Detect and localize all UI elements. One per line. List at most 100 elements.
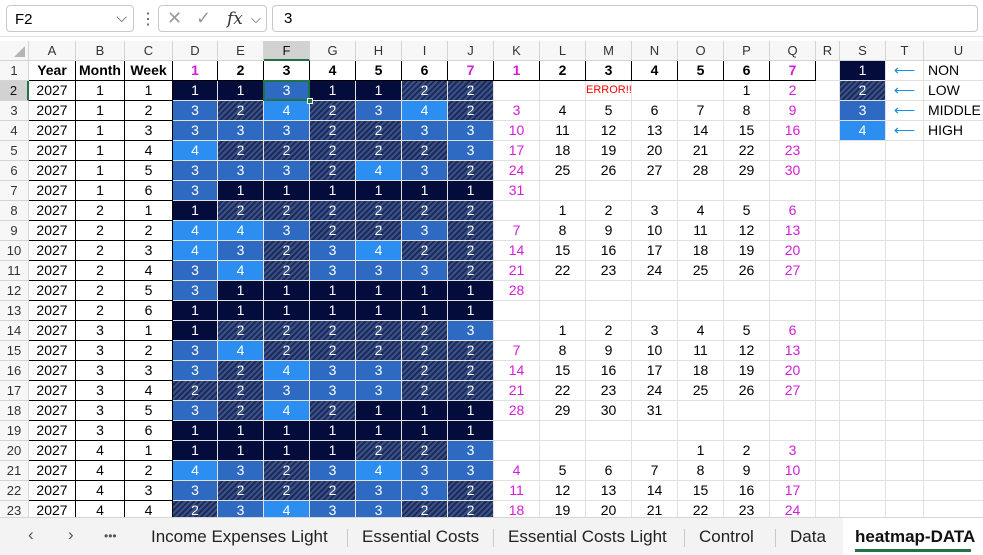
- column-header-h[interactable]: H: [356, 41, 402, 61]
- calendar-day-cell[interactable]: 30: [586, 401, 632, 421]
- month-cell[interactable]: 3: [76, 401, 125, 421]
- row-header-7[interactable]: 7: [0, 181, 29, 201]
- empty-cell[interactable]: [886, 401, 924, 421]
- row-header-19[interactable]: 19: [0, 421, 29, 441]
- heatmap-cell[interactable]: 2: [264, 141, 310, 161]
- calendar-day-cell[interactable]: 22: [540, 381, 586, 401]
- heatmap-cell[interactable]: 3: [356, 381, 402, 401]
- calendar-day-cell[interactable]: 11: [678, 221, 724, 241]
- row-header-17[interactable]: 17: [0, 381, 29, 401]
- empty-cell[interactable]: [924, 221, 983, 241]
- calendar-day-cell[interactable]: [540, 421, 586, 441]
- calendar-day-cell[interactable]: 4: [678, 201, 724, 221]
- heatmap-cell[interactable]: 2: [448, 201, 494, 221]
- calendar-day-cell[interactable]: 10: [770, 461, 816, 481]
- heatmap-cell[interactable]: 1: [264, 301, 310, 321]
- heatmap-cell[interactable]: 2: [310, 221, 356, 241]
- heatmap-cell[interactable]: 3: [264, 81, 310, 101]
- empty-cell[interactable]: [840, 421, 886, 441]
- column-header-p[interactable]: P: [724, 41, 770, 61]
- calendar-day-cell[interactable]: 9: [724, 461, 770, 481]
- calendar-day-cell[interactable]: 27: [770, 261, 816, 281]
- heatmap-cell[interactable]: 2: [264, 321, 310, 341]
- empty-cell[interactable]: [886, 301, 924, 321]
- empty-cell[interactable]: [816, 261, 840, 281]
- heatmap-cell[interactable]: 2: [310, 201, 356, 221]
- calendar-day-cell[interactable]: 14: [494, 241, 540, 261]
- heatmap-cell[interactable]: 1: [310, 81, 356, 101]
- calendar-day-cell[interactable]: [494, 81, 540, 101]
- heatmap-cell[interactable]: 2: [448, 361, 494, 381]
- empty-cell[interactable]: [886, 181, 924, 201]
- calendar-day-cell[interactable]: [724, 181, 770, 201]
- calendar-day-cell[interactable]: [632, 301, 678, 321]
- week-cell[interactable]: 5: [125, 161, 173, 181]
- heatmap-cell[interactable]: 2: [402, 81, 448, 101]
- empty-cell[interactable]: [886, 261, 924, 281]
- calendar-day-cell[interactable]: [724, 281, 770, 301]
- calendar-day-cell[interactable]: 16: [724, 481, 770, 501]
- header-cell[interactable]: 2: [540, 61, 586, 81]
- calendar-day-cell[interactable]: 8: [540, 221, 586, 241]
- row-header-13[interactable]: 13: [0, 301, 29, 321]
- calendar-day-cell[interactable]: [770, 401, 816, 421]
- calendar-day-cell[interactable]: 13: [586, 481, 632, 501]
- calendar-day-cell[interactable]: [770, 421, 816, 441]
- calendar-day-cell[interactable]: [586, 441, 632, 461]
- heatmap-cell[interactable]: 1: [448, 401, 494, 421]
- heatmap-cell[interactable]: 3: [264, 381, 310, 401]
- legend-swatch[interactable]: 2: [840, 81, 886, 101]
- heatmap-cell[interactable]: 2: [218, 321, 264, 341]
- heatmap-cell[interactable]: 1: [264, 181, 310, 201]
- calendar-day-cell[interactable]: [540, 81, 586, 101]
- calendar-day-cell[interactable]: [632, 421, 678, 441]
- calendar-day-cell[interactable]: 15: [540, 241, 586, 261]
- empty-cell[interactable]: [886, 381, 924, 401]
- header-cell[interactable]: 2: [218, 61, 264, 81]
- year-cell[interactable]: 2027: [29, 361, 76, 381]
- calendar-day-cell[interactable]: [540, 281, 586, 301]
- heatmap-cell[interactable]: 4: [173, 141, 218, 161]
- row-header-10[interactable]: 10: [0, 241, 29, 261]
- calendar-day-cell[interactable]: 7: [494, 221, 540, 241]
- empty-cell[interactable]: [924, 441, 983, 461]
- calendar-day-cell[interactable]: 18: [540, 141, 586, 161]
- heatmap-cell[interactable]: 3: [356, 261, 402, 281]
- empty-cell[interactable]: [840, 161, 886, 181]
- month-cell[interactable]: 3: [76, 381, 125, 401]
- calendar-day-cell[interactable]: 11: [494, 481, 540, 501]
- calendar-day-cell[interactable]: [678, 421, 724, 441]
- calendar-day-cell[interactable]: 16: [586, 361, 632, 381]
- heatmap-cell[interactable]: 1: [310, 181, 356, 201]
- calendar-day-cell[interactable]: 13: [770, 341, 816, 361]
- header-cell[interactable]: 4: [310, 61, 356, 81]
- empty-cell[interactable]: [886, 161, 924, 181]
- legend-label[interactable]: LOW: [924, 81, 983, 101]
- legend-swatch[interactable]: 1: [840, 61, 886, 81]
- empty-cell[interactable]: [886, 221, 924, 241]
- sheet-tab-data[interactable]: Data: [778, 518, 834, 555]
- heatmap-cell[interactable]: 1: [356, 81, 402, 101]
- calendar-day-cell[interactable]: 8: [678, 461, 724, 481]
- calendar-day-cell[interactable]: 26: [724, 261, 770, 281]
- calendar-day-cell[interactable]: 10: [632, 341, 678, 361]
- name-box-value[interactable]: F2: [15, 11, 33, 28]
- empty-cell[interactable]: [924, 141, 983, 161]
- week-cell[interactable]: 3: [125, 241, 173, 261]
- column-header-k[interactable]: K: [494, 41, 540, 61]
- heatmap-cell[interactable]: 1: [402, 301, 448, 321]
- calendar-day-cell[interactable]: 24: [632, 381, 678, 401]
- empty-cell[interactable]: [886, 461, 924, 481]
- empty-cell[interactable]: [886, 321, 924, 341]
- month-cell[interactable]: 2: [76, 241, 125, 261]
- heatmap-cell[interactable]: 2: [310, 161, 356, 181]
- heatmap-cell[interactable]: 1: [218, 441, 264, 461]
- month-cell[interactable]: 4: [76, 461, 125, 481]
- empty-cell[interactable]: [816, 201, 840, 221]
- month-cell[interactable]: 2: [76, 201, 125, 221]
- calendar-day-cell[interactable]: 14: [494, 361, 540, 381]
- calendar-day-cell[interactable]: 11: [540, 121, 586, 141]
- heatmap-cell[interactable]: 2: [218, 361, 264, 381]
- year-cell[interactable]: 2027: [29, 121, 76, 141]
- year-cell[interactable]: 2027: [29, 241, 76, 261]
